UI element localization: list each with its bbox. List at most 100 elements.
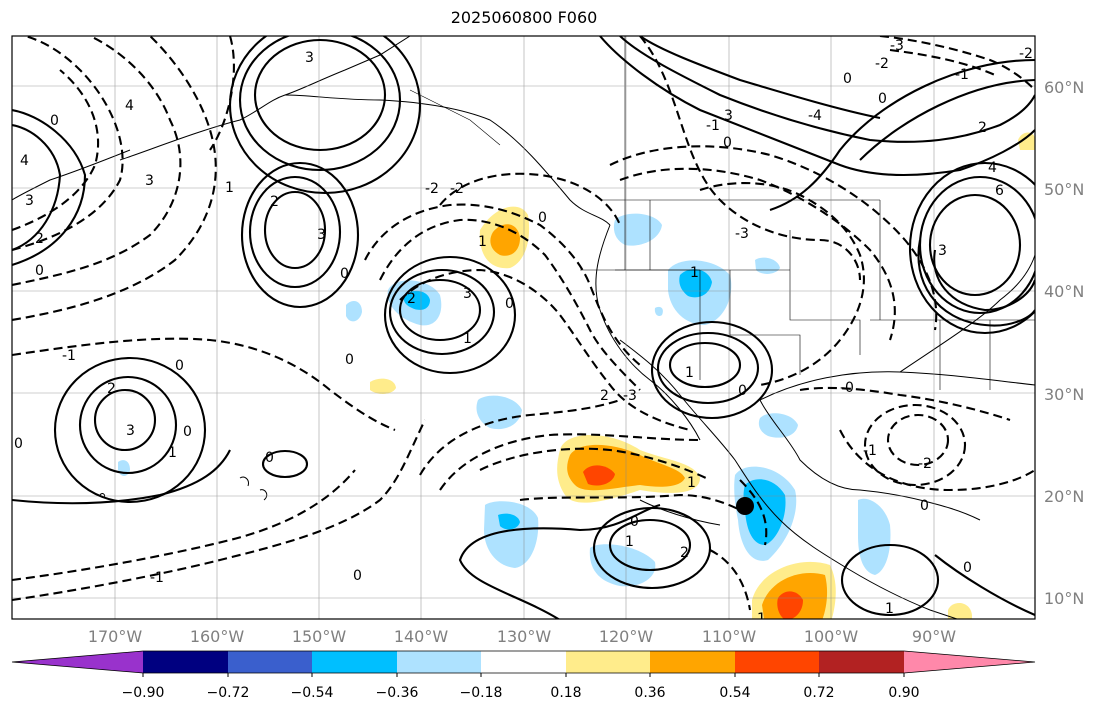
colorbar-tick-label: −0.36 [376,685,419,701]
svg-text:2: 2 [407,291,416,307]
colorbar-tick-label: 0.18 [550,685,581,701]
lat-label: 60°N [1044,78,1084,97]
longitude-labels: 170°W 160°W 150°W 140°W 130°W 120°W 110°… [88,627,956,646]
svg-text:-1: -1 [62,348,76,364]
map-border [11,35,1036,620]
shaded-anomalies [118,132,1035,619]
colorbar-segment [481,651,566,673]
svg-text:0: 0 [630,514,639,530]
colorbar-labels: −0.90 −0.72 −0.54 −0.36 −0.18 0.18 0.36 … [122,685,920,701]
svg-text:-0: -0 [840,380,854,396]
svg-text:2: 2 [270,194,279,210]
lat-label: 50°N [1044,180,1084,199]
svg-text:3: 3 [25,193,34,209]
colorbar-segment [397,651,481,673]
lon-label: 100°W [804,627,859,646]
colorbar-segment [566,651,650,673]
svg-text:-1: -1 [150,570,164,586]
location-marker [736,497,754,515]
lat-label: 20°N [1044,487,1084,506]
lat-label: 10°N [1044,589,1084,608]
svg-text:2: 2 [680,545,689,561]
svg-text:0: 0 [183,424,192,440]
svg-text:1: 1 [885,601,894,617]
lon-label: 160°W [190,627,245,646]
colorbar-tick-label: −0.18 [460,685,503,701]
svg-text:2: 2 [600,388,609,404]
svg-text:0: 0 [345,352,354,368]
svg-text:1: 1 [225,180,234,196]
lat-label: 40°N [1044,282,1084,301]
svg-text:1: 1 [478,234,487,250]
colorbar-segment [735,651,819,673]
colorbar-extend-low [12,651,143,673]
lon-label: 170°W [88,627,143,646]
svg-text:0: 0 [963,560,972,576]
negative-contours [12,36,1035,611]
svg-text:1: 1 [463,331,472,347]
svg-text:0: 0 [353,568,362,584]
colorbar-tick-label: 0.54 [719,685,750,701]
svg-text:-3: -3 [890,38,904,54]
colorbar-tick-label: 0.36 [634,685,665,701]
svg-text:-3: -3 [623,388,637,404]
svg-text:1: 1 [757,611,766,627]
colorbar-extend-high [904,651,1035,673]
colorbar-tick-label: 0.72 [803,685,834,701]
svg-text:-2: -2 [918,456,932,472]
svg-text:0: 0 [843,71,852,87]
svg-text:6: 6 [995,183,1004,199]
svg-text:0: 0 [340,266,349,282]
svg-text:0: 0 [738,383,747,399]
colorbar-tick-label: 0.90 [888,685,919,701]
svg-text:4: 4 [125,98,134,114]
svg-text:-2: -2 [450,181,464,197]
gridlines [12,36,1035,619]
boundaries [409,36,1035,390]
svg-text:3: 3 [724,108,733,124]
colorbar-tick-label: −0.72 [207,685,250,701]
svg-text:0: 0 [723,135,732,151]
svg-text:4: 4 [20,153,29,169]
svg-text:-1: -1 [863,443,877,459]
colorbar-tick-label: −0.54 [291,685,334,701]
svg-text:0: 0 [265,450,274,466]
svg-text:0: 0 [14,436,23,452]
positive-contours [12,36,1035,619]
lon-label: 110°W [702,627,757,646]
svg-text:-1: -1 [955,67,969,83]
svg-text:1: 1 [687,475,696,491]
svg-text:3: 3 [938,243,947,259]
svg-text:0: 0 [878,91,887,107]
svg-text:-4: -4 [808,108,822,124]
colorbar-segment [312,651,397,673]
svg-text:0: 0 [175,358,184,374]
colorbar [11,650,1036,677]
svg-text:2: 2 [107,381,116,397]
svg-text:3: 3 [126,423,135,439]
lon-label: 120°W [599,627,654,646]
svg-text:3: 3 [463,286,472,302]
colorbar-segment [228,651,312,673]
lon-label: 150°W [292,627,347,646]
colorbar-segment [143,651,228,673]
svg-text:1: 1 [168,445,177,461]
svg-text:3: 3 [317,227,326,243]
latitude-labels: 60°N 50°N 40°N 30°N 20°N 10°N [1044,78,1084,608]
svg-text:3: 3 [145,173,154,189]
map-title: 2025060800 F060 [450,8,598,27]
svg-text:4: 4 [988,160,997,176]
svg-text:0: 0 [505,296,514,312]
svg-text:-2: -2 [875,56,889,72]
svg-text:3: 3 [305,50,314,66]
svg-text:0: 0 [920,498,929,514]
svg-text:0: 0 [538,210,547,226]
colorbar-segment [819,651,904,673]
lat-label: 30°N [1044,385,1084,404]
svg-text:-2: -2 [1019,46,1033,62]
coastlines [12,36,1035,619]
svg-text:0: 0 [35,263,44,279]
lon-label: 90°W [912,627,956,646]
svg-text:1: 1 [690,265,699,281]
